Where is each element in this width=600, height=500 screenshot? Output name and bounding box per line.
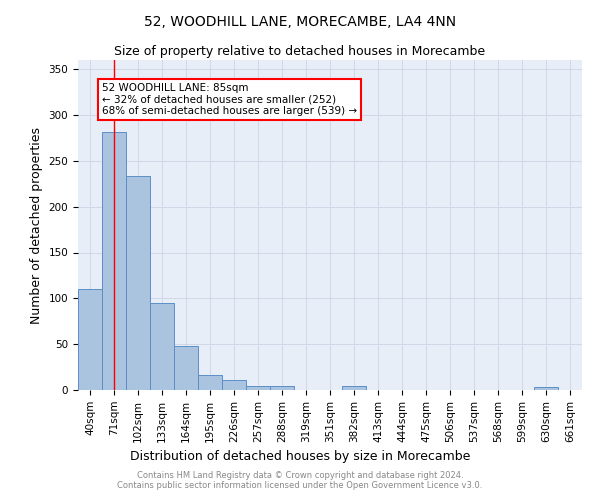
Text: Distribution of detached houses by size in Morecambe: Distribution of detached houses by size … — [130, 450, 470, 463]
Text: Size of property relative to detached houses in Morecambe: Size of property relative to detached ho… — [115, 45, 485, 58]
Text: 52 WOODHILL LANE: 85sqm
← 32% of detached houses are smaller (252)
68% of semi-d: 52 WOODHILL LANE: 85sqm ← 32% of detache… — [102, 83, 357, 116]
Bar — [270, 386, 294, 390]
Text: 52, WOODHILL LANE, MORECAMBE, LA4 4NN: 52, WOODHILL LANE, MORECAMBE, LA4 4NN — [144, 15, 456, 29]
Bar — [102, 132, 126, 390]
Bar — [342, 386, 366, 390]
Text: Contains HM Land Registry data © Crown copyright and database right 2024.
Contai: Contains HM Land Registry data © Crown c… — [118, 470, 482, 490]
Bar — [246, 386, 270, 390]
Bar — [150, 303, 174, 390]
Bar — [222, 380, 246, 390]
Bar — [198, 376, 222, 390]
Bar — [78, 289, 102, 390]
Y-axis label: Number of detached properties: Number of detached properties — [30, 126, 43, 324]
Bar — [174, 346, 198, 390]
Bar — [534, 387, 558, 390]
Bar — [126, 176, 150, 390]
